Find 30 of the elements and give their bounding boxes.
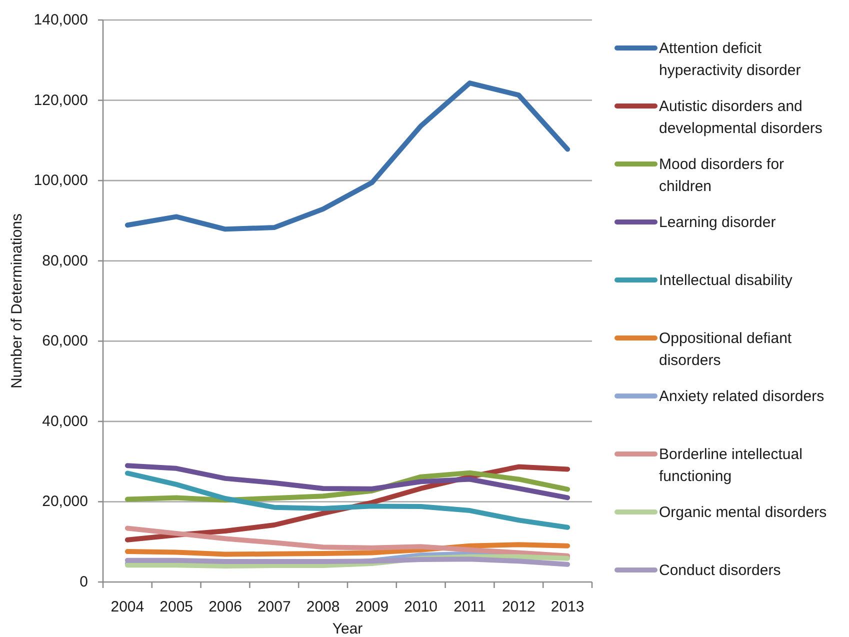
x-tick-label: 2005 bbox=[160, 598, 194, 616]
legend-label: Intellectual disability bbox=[659, 272, 793, 288]
y-tick-label: 20,000 bbox=[42, 493, 88, 510]
x-tick-label: 2012 bbox=[502, 598, 536, 616]
x-tick-label: 2009 bbox=[355, 598, 389, 616]
y-tick-label: 80,000 bbox=[42, 252, 88, 270]
x-tick-label: 2010 bbox=[404, 598, 438, 616]
legend-label: Anxiety related disorders bbox=[659, 388, 824, 404]
y-tick-label: 140,000 bbox=[34, 12, 88, 28]
legend-label: Autistic disorders and developmental disorders bbox=[659, 98, 822, 136]
y-tick-label: 40,000 bbox=[42, 412, 88, 430]
x-tick-label: 2007 bbox=[257, 598, 291, 616]
legend-label: Oppositional defiant disorders bbox=[659, 330, 792, 368]
x-tick-label: 2013 bbox=[550, 598, 584, 616]
x-tick-label: 2006 bbox=[208, 598, 242, 616]
y-tick-label: 100,000 bbox=[34, 172, 88, 190]
x-tick-label: 2008 bbox=[306, 598, 340, 616]
y-tick-label: 60,000 bbox=[42, 332, 88, 350]
legend-label: Conduct disorders bbox=[659, 562, 781, 578]
legend-label: Learning disorder bbox=[659, 214, 776, 230]
legend-label: Borderline intellectual functioning bbox=[659, 446, 802, 484]
x-tick-label: 2004 bbox=[110, 598, 144, 616]
legend-label: Mood disorders for children bbox=[659, 156, 784, 194]
x-tick-label: 2011 bbox=[454, 598, 486, 616]
legend-label: Attention deficit hyperactivity disorder bbox=[659, 40, 801, 78]
x-axis-title: Year bbox=[332, 620, 363, 637]
y-tick-label: 0 bbox=[80, 574, 88, 590]
legend-label: Organic mental disorders bbox=[659, 504, 827, 520]
y-axis-title: Number of Determinations bbox=[8, 213, 26, 389]
y-tick-label: 120,000 bbox=[34, 92, 88, 109]
